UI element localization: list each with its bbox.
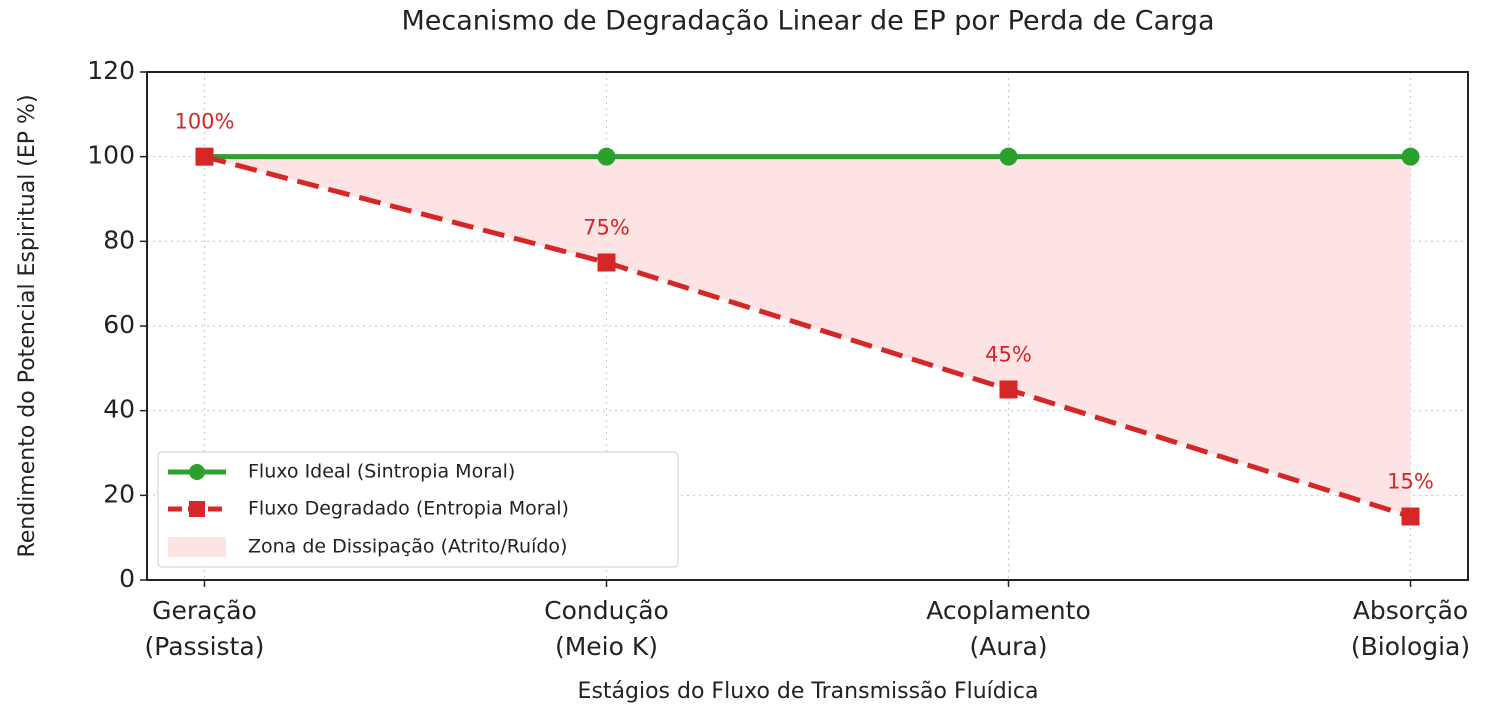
x-tick-label: (Meio K) [555,632,658,661]
legend-marker [189,501,205,517]
point [1401,507,1420,526]
x-tick-label: Condução [544,596,669,625]
y-tick-label: 120 [87,56,135,85]
point [597,147,616,166]
y-tick-label: 20 [103,479,135,508]
x-tick-label: (Passista) [145,632,265,661]
point [999,147,1018,166]
point [1401,147,1420,166]
x-axis-label: Estágios do Fluxo de Transmissão Fluídic… [578,679,1039,704]
x-tick-label: Geração [152,596,257,625]
value-label: 45% [985,343,1032,367]
x-tick-label: Absorção [1353,596,1468,625]
legend-swatch [168,537,226,557]
x-tick-label: (Aura) [969,632,1047,661]
legend-marker [189,464,205,480]
series-line [203,154,1412,519]
y-tick-label: 60 [103,310,135,339]
x-tick-label: Acoplamento [926,596,1091,625]
point [597,253,616,272]
legend-box [157,451,679,568]
y-tick-label: 100 [87,141,135,170]
legend-label: Fluxo Ideal (Sintropia Moral) [248,461,515,483]
value-label: 100% [174,110,234,134]
point [195,147,214,166]
plot-frame [146,71,1469,581]
legend-label: Fluxo Degradado (Entropia Moral) [248,498,569,520]
dissipation-area [204,156,1411,517]
y-axis-label: Rendimento do Potencial Espiritual (EP %… [15,94,40,557]
y-tick-label: 40 [103,395,135,424]
y-tick-label: 80 [103,225,135,254]
x-tick-label: (Biologia) [1351,632,1470,661]
y-tick-label: 0 [119,564,135,593]
legend-label: Zona de Dissipação (Atrito/Ruído) [248,536,567,558]
legend: Fluxo Ideal (Sintropia Moral) Fluxo Degra… [157,451,679,568]
point [999,380,1018,399]
value-label: 75% [583,216,630,240]
value-label: 15% [1387,470,1434,494]
chart-title: Mecanismo de Degradação Linear de EP por… [401,6,1214,37]
